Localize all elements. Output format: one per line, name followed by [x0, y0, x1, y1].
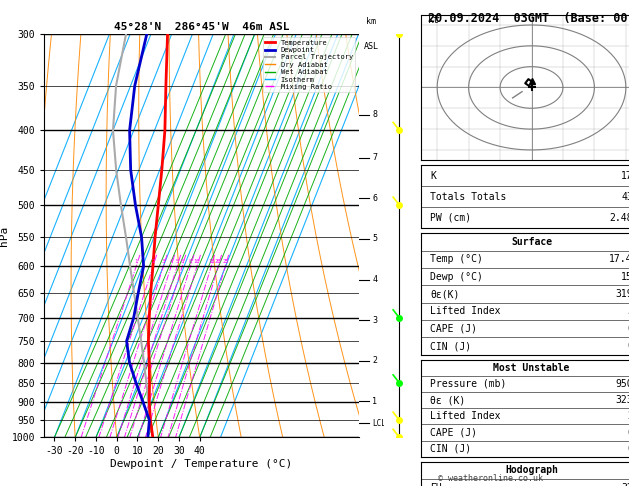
Text: 8: 8	[372, 110, 377, 120]
Text: 16: 16	[208, 259, 214, 264]
Text: 4: 4	[169, 259, 173, 264]
Text: 17.4: 17.4	[610, 254, 629, 264]
Text: 0: 0	[627, 444, 629, 454]
Text: Temp (°C): Temp (°C)	[430, 254, 483, 264]
Text: CAPE (J): CAPE (J)	[430, 324, 477, 334]
X-axis label: Dewpoint / Temperature (°C): Dewpoint / Temperature (°C)	[110, 459, 292, 469]
Text: Hodograph: Hodograph	[505, 466, 558, 475]
Text: kt: kt	[428, 15, 440, 25]
Text: 15: 15	[621, 272, 629, 282]
Text: CAPE (J): CAPE (J)	[430, 428, 477, 437]
Text: 8: 8	[189, 259, 192, 264]
Text: Dewp (°C): Dewp (°C)	[430, 272, 483, 282]
Text: 10: 10	[194, 259, 200, 264]
Text: Lifted Index: Lifted Index	[430, 411, 501, 421]
Text: 2.48: 2.48	[610, 213, 629, 223]
Text: Pressure (mb): Pressure (mb)	[430, 379, 506, 389]
Legend: Temperature, Dewpoint, Parcel Trajectory, Dry Adiabat, Wet Adiabat, Isotherm, Mi: Temperature, Dewpoint, Parcel Trajectory…	[263, 37, 355, 92]
Text: 20.09.2024  03GMT  (Base: 00): 20.09.2024 03GMT (Base: 00)	[428, 12, 629, 25]
Text: 32: 32	[621, 483, 629, 486]
Text: K: K	[430, 171, 436, 181]
Text: 1: 1	[372, 397, 377, 406]
Text: 323: 323	[615, 395, 629, 405]
Text: 17: 17	[621, 171, 629, 181]
Text: 319: 319	[615, 289, 629, 299]
Text: 25: 25	[222, 259, 228, 264]
Text: 3: 3	[372, 316, 377, 325]
Text: EH: EH	[430, 483, 442, 486]
Text: 20: 20	[215, 259, 221, 264]
Text: 6: 6	[372, 194, 377, 203]
Text: km: km	[366, 17, 376, 26]
Title: 45°28'N  286°45'W  46m ASL: 45°28'N 286°45'W 46m ASL	[113, 22, 289, 32]
Text: 0: 0	[627, 428, 629, 437]
Text: 7: 7	[372, 153, 377, 162]
Text: 950: 950	[615, 379, 629, 389]
Text: 6: 6	[181, 259, 184, 264]
Text: 5: 5	[372, 234, 377, 243]
Text: 1: 1	[135, 259, 138, 264]
Text: θε(K): θε(K)	[430, 289, 460, 299]
Text: Lifted Index: Lifted Index	[430, 306, 501, 316]
Text: 2: 2	[152, 259, 155, 264]
Text: CIN (J): CIN (J)	[430, 444, 471, 454]
Text: 3: 3	[162, 259, 165, 264]
Text: 2: 2	[372, 356, 377, 365]
Text: 43: 43	[621, 192, 629, 202]
Text: 5: 5	[175, 259, 179, 264]
Text: © weatheronline.co.uk: © weatheronline.co.uk	[438, 474, 543, 483]
Text: θε (K): θε (K)	[430, 395, 465, 405]
Text: 4: 4	[372, 276, 377, 284]
Text: LCL: LCL	[372, 418, 386, 428]
Text: 5: 5	[627, 306, 629, 316]
Text: CIN (J): CIN (J)	[430, 341, 471, 351]
Text: 0: 0	[627, 324, 629, 334]
Text: Totals Totals: Totals Totals	[430, 192, 506, 202]
Y-axis label: hPa: hPa	[0, 226, 9, 246]
Text: Surface: Surface	[511, 237, 552, 247]
Text: ASL: ASL	[364, 42, 379, 51]
Text: 2: 2	[627, 411, 629, 421]
Text: Most Unstable: Most Unstable	[493, 363, 570, 373]
Text: PW (cm): PW (cm)	[430, 213, 471, 223]
Text: 0: 0	[627, 341, 629, 351]
